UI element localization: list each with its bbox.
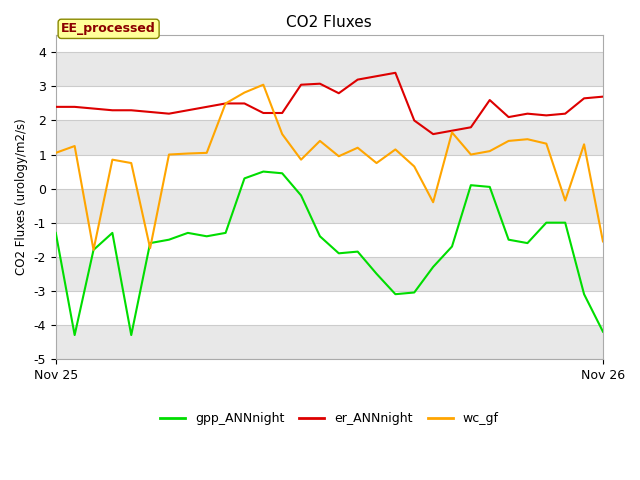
Bar bbox=[56, 257, 603, 291]
Text: EE_processed: EE_processed bbox=[61, 23, 156, 36]
Bar bbox=[56, 189, 603, 223]
Bar bbox=[56, 36, 603, 52]
Bar bbox=[56, 223, 603, 257]
Title: CO2 Fluxes: CO2 Fluxes bbox=[287, 15, 372, 30]
Bar bbox=[56, 155, 603, 189]
Bar bbox=[56, 291, 603, 325]
Legend: gpp_ANNnight, er_ANNnight, wc_gf: gpp_ANNnight, er_ANNnight, wc_gf bbox=[155, 407, 504, 430]
Bar bbox=[56, 86, 603, 120]
Bar bbox=[56, 325, 603, 359]
Bar bbox=[56, 52, 603, 86]
Y-axis label: CO2 Fluxes (urology/m2/s): CO2 Fluxes (urology/m2/s) bbox=[15, 119, 28, 276]
Bar bbox=[56, 120, 603, 155]
